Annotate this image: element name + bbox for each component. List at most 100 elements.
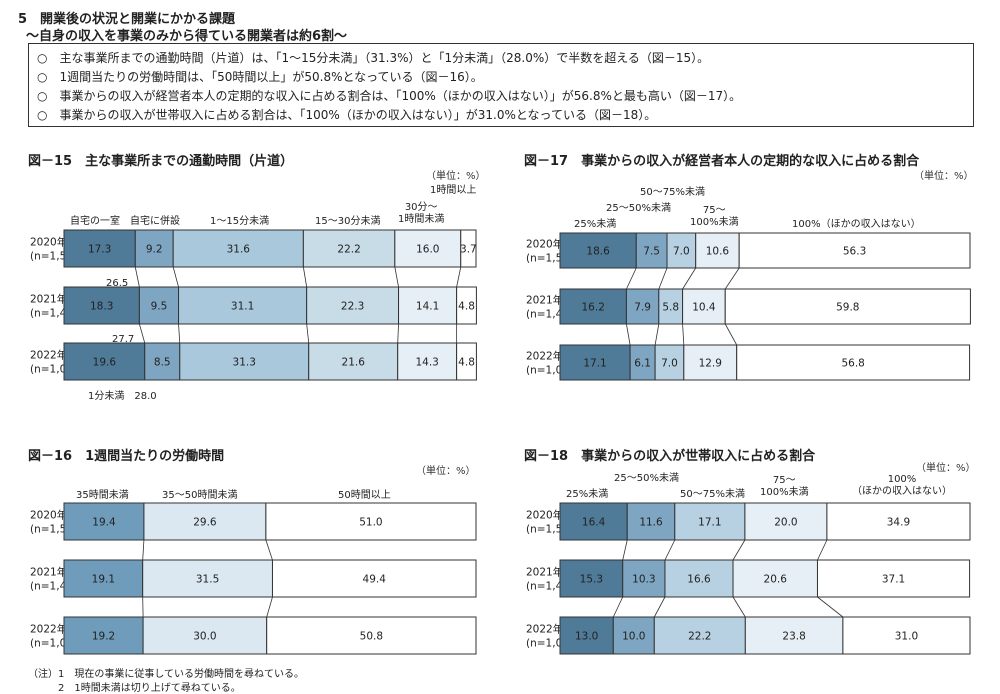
- fig18-cat-label: 25～50%未満: [614, 473, 679, 484]
- data-label: 17.1: [698, 517, 721, 529]
- bar-segment: [63, 229, 136, 268]
- data-label: 31.0: [895, 631, 918, 643]
- connector-line: [732, 539, 746, 561]
- bar-segment: [744, 616, 844, 655]
- summary-item: ○ 事業からの収入が世帯収入に占める割合は、「100%（ほかの収入はない）」が3…: [37, 108, 657, 122]
- fig15-cat-label: 1時間以上: [430, 185, 477, 196]
- fig18-unit: （単位：%）: [916, 463, 976, 474]
- connector-line: [653, 596, 666, 618]
- summary-item: ○ 事業からの収入が経営者本人の定期的な収入に占める割合は、「100%（ほかの収…: [37, 89, 742, 103]
- bar-segment: [63, 502, 145, 541]
- data-label: 10.6: [706, 246, 730, 258]
- connector-line: [664, 539, 676, 561]
- bar-segment: [142, 616, 268, 655]
- data-label: 11.6: [639, 517, 663, 529]
- data-label: 50.8: [360, 631, 383, 643]
- note-1: （注）1 現在の事業に従事している労働時間を尋ねている。: [28, 669, 305, 680]
- connector-line: [266, 596, 273, 618]
- data-label: 37.1: [882, 574, 905, 586]
- data-label: 51.0: [359, 517, 382, 529]
- fig18-cat-label: 25%未満: [566, 489, 609, 500]
- fig15-bracket-label: 26.5: [106, 278, 129, 289]
- data-label: 59.8: [836, 302, 859, 314]
- fig16-title: 図－16 1週間当たりの労働時間: [28, 449, 225, 464]
- note-2: 2 1時間未満は切り上げて尋ねている。: [28, 683, 241, 694]
- connector-line: [612, 596, 624, 618]
- bar-segment: [266, 616, 477, 655]
- data-label: 4.8: [458, 301, 475, 313]
- connector-line: [178, 323, 181, 344]
- connector-line: [626, 323, 631, 346]
- data-label: 4.8: [458, 357, 475, 369]
- connector-line: [302, 266, 308, 288]
- data-label: 9.5: [151, 301, 168, 313]
- data-label: 20.0: [774, 517, 797, 529]
- connector-line: [682, 323, 685, 346]
- data-label: 9.2: [146, 244, 163, 256]
- data-label: 29.6: [193, 517, 217, 529]
- fig15-cat-label: 1～15分未満: [210, 216, 270, 227]
- fig17-cat-label: 25～50%未満: [606, 203, 671, 214]
- bar-segment: [559, 344, 631, 381]
- bar-segment: [724, 288, 971, 325]
- bar-segment: [695, 232, 740, 269]
- data-label: 10.4: [692, 302, 716, 314]
- data-label: 5.8: [662, 302, 679, 314]
- bar-segment: [842, 616, 971, 655]
- bar-segment: [674, 502, 746, 541]
- connector-line: [654, 323, 660, 346]
- bar-segment: [179, 342, 310, 381]
- data-label: 7.0: [661, 358, 678, 370]
- connector-line: [265, 539, 273, 561]
- fig17-unit: （単位：%）: [914, 171, 974, 182]
- data-label: 19.4: [92, 517, 116, 529]
- bar-segment: [612, 616, 655, 655]
- bar-segment: [306, 286, 400, 325]
- summary-item: ○ 主な事業所までの通勤時間（片道）は、「1～15分未満」（31.3%）と「1分…: [37, 51, 710, 65]
- data-label: 13.0: [575, 631, 598, 643]
- data-label: 17.1: [583, 358, 606, 370]
- data-label: 16.0: [416, 244, 439, 256]
- connector-line: [456, 266, 462, 288]
- fig17-cat-label: 50～75%未満: [640, 187, 705, 198]
- connector-line: [658, 267, 668, 290]
- bar-segment: [144, 342, 181, 381]
- data-label: 56.8: [841, 358, 864, 370]
- fig15-cat-label: 自宅の一室: [70, 216, 120, 227]
- data-label: 21.6: [342, 357, 366, 369]
- data-label: 18.3: [90, 301, 113, 313]
- data-label: 20.6: [764, 574, 788, 586]
- data-label: 6.1: [634, 358, 651, 370]
- data-label: 7.9: [634, 302, 651, 314]
- connector-line: [626, 267, 637, 290]
- data-label: 56.3: [843, 246, 866, 258]
- fig16-cat-label: 35～50時間未満: [162, 490, 238, 501]
- data-label: 8.5: [154, 357, 171, 369]
- fig18-cat-label: 50～75%未満: [680, 489, 745, 500]
- summary-box: ○ 主な事業所までの通勤時間（片道）は、「1～15分未満」（31.3%）と「1分…: [28, 43, 974, 127]
- data-label: 14.1: [416, 301, 439, 313]
- bar-segment: [732, 559, 818, 598]
- fig15-title: 図－15 主な事業所までの通勤時間（片道）: [28, 154, 294, 169]
- bar-segment: [172, 229, 304, 268]
- bar-segment: [666, 232, 697, 269]
- data-label: 23.8: [782, 631, 805, 643]
- bar-segment: [736, 344, 971, 381]
- summary-item: ○ 1週間当たりの労働時間は、「50時間以上」が50.8%となっている（図－16…: [37, 70, 483, 84]
- data-label: 10.0: [622, 631, 645, 643]
- connector-line: [139, 323, 146, 344]
- connector-line: [724, 323, 738, 346]
- data-label: 16.2: [582, 302, 605, 314]
- data-label: 17.3: [88, 244, 111, 256]
- bar-segment: [302, 229, 396, 268]
- bar-segment: [738, 232, 971, 269]
- data-label: 31.6: [227, 244, 251, 256]
- connector-line: [397, 323, 399, 344]
- bar-segment: [744, 502, 828, 541]
- data-label: 19.6: [93, 357, 117, 369]
- data-label: 15.3: [580, 574, 603, 586]
